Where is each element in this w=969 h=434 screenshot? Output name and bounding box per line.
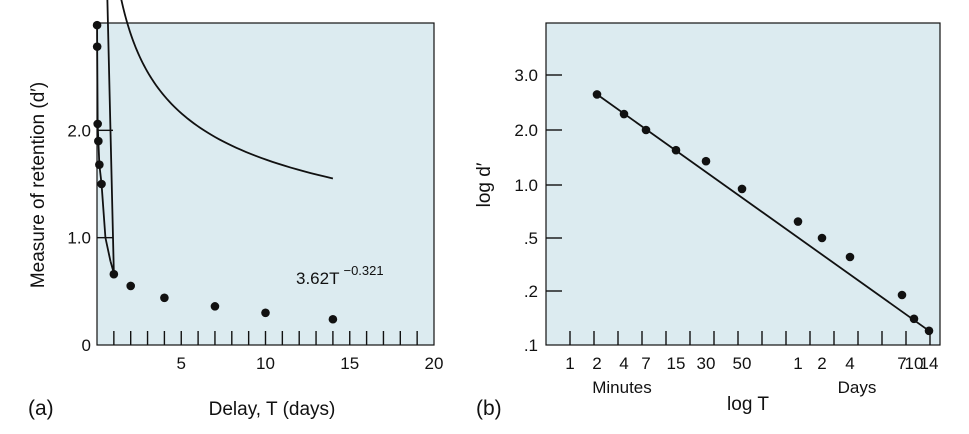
data-point-b — [897, 290, 907, 300]
x-tick-label-a: 15 — [340, 354, 359, 373]
x-tick-label-b: 15 — [667, 354, 686, 373]
data-point-b — [737, 184, 747, 194]
data-point-a — [97, 179, 106, 189]
data-point-b — [619, 109, 629, 119]
x-tick-label-b: 1 — [793, 354, 802, 373]
data-point-b — [924, 326, 934, 336]
x-tick-label-a: 10 — [256, 354, 275, 373]
fit-equation-exponent: −0.321 — [343, 263, 383, 278]
x-tick-label-a: 5 — [177, 354, 186, 373]
data-point-a — [93, 119, 102, 129]
y-tick-label-b: .2 — [524, 282, 538, 301]
y-tick-label-b: .5 — [524, 229, 538, 248]
x-tick-label-b: 2 — [817, 354, 826, 373]
panel-label-a: (a) — [28, 397, 54, 420]
x-tick-label-b: 2 — [592, 354, 601, 373]
data-point-b — [671, 145, 681, 155]
fit-line-b — [596, 93, 930, 332]
y-tick-label-b: 3.0 — [514, 66, 538, 85]
x-group-label-minutes: Minutes — [592, 378, 652, 397]
x-axis-title-a: Delay, T (days) — [209, 399, 336, 420]
data-point-b — [817, 233, 827, 243]
data-point-b — [845, 252, 855, 262]
data-point-a — [92, 42, 102, 51]
data-point-a — [109, 269, 119, 279]
data-point-a — [95, 160, 104, 169]
x-tick-label-b: 10 — [905, 354, 924, 373]
y-tick-label-a: 1.0 — [67, 229, 91, 248]
data-point-b — [592, 90, 602, 99]
x-tick-label-b: 7 — [641, 354, 650, 373]
x-tick-label-b: 4 — [845, 354, 854, 373]
y-tick-label-b: 2.0 — [514, 121, 538, 140]
x-tick-label-b: 50 — [733, 354, 752, 373]
data-point-a — [92, 20, 102, 30]
data-point-b — [701, 156, 711, 166]
y-tick-label-a: 0 — [82, 336, 91, 355]
y-axis-title-a: Measure of retention (d′) — [28, 82, 49, 288]
fit-curve-early-a — [96, 25, 112, 262]
data-point-a — [126, 281, 135, 291]
panel-label-b: (b) — [476, 397, 502, 420]
plot-area-a — [96, 22, 435, 346]
x-tick-label-a: 20 — [425, 354, 444, 373]
x-tick-label-b: 14 — [920, 354, 939, 373]
x-tick-label-b: 1 — [565, 354, 574, 373]
x-tick-label-b: 30 — [697, 354, 716, 373]
fit-equation-base: 3.62T — [296, 269, 339, 288]
data-point-a — [210, 302, 220, 311]
data-point-a — [261, 308, 270, 318]
data-point-b — [909, 314, 919, 324]
data-point-a — [94, 136, 103, 146]
fit-curve-a — [106, 0, 334, 274]
data-point-b — [793, 217, 803, 226]
y-tick-label-b: .1 — [524, 336, 538, 355]
x-group-label-days: Days — [838, 378, 877, 397]
y-tick-label-a: 2.0 — [67, 121, 91, 140]
x-tick-label-b: 4 — [619, 354, 628, 373]
y-axis-title-b: log d′ — [474, 162, 495, 207]
fit-equation: 3.62T −0.321 — [296, 263, 384, 288]
data-point-a — [160, 293, 169, 303]
x-axis-title-b: log T — [727, 394, 769, 415]
data-point-b — [641, 125, 651, 135]
y-tick-label-b: 1.0 — [514, 176, 538, 195]
x-tick-label-b: 7 — [897, 354, 906, 373]
data-point-a — [328, 314, 338, 324]
